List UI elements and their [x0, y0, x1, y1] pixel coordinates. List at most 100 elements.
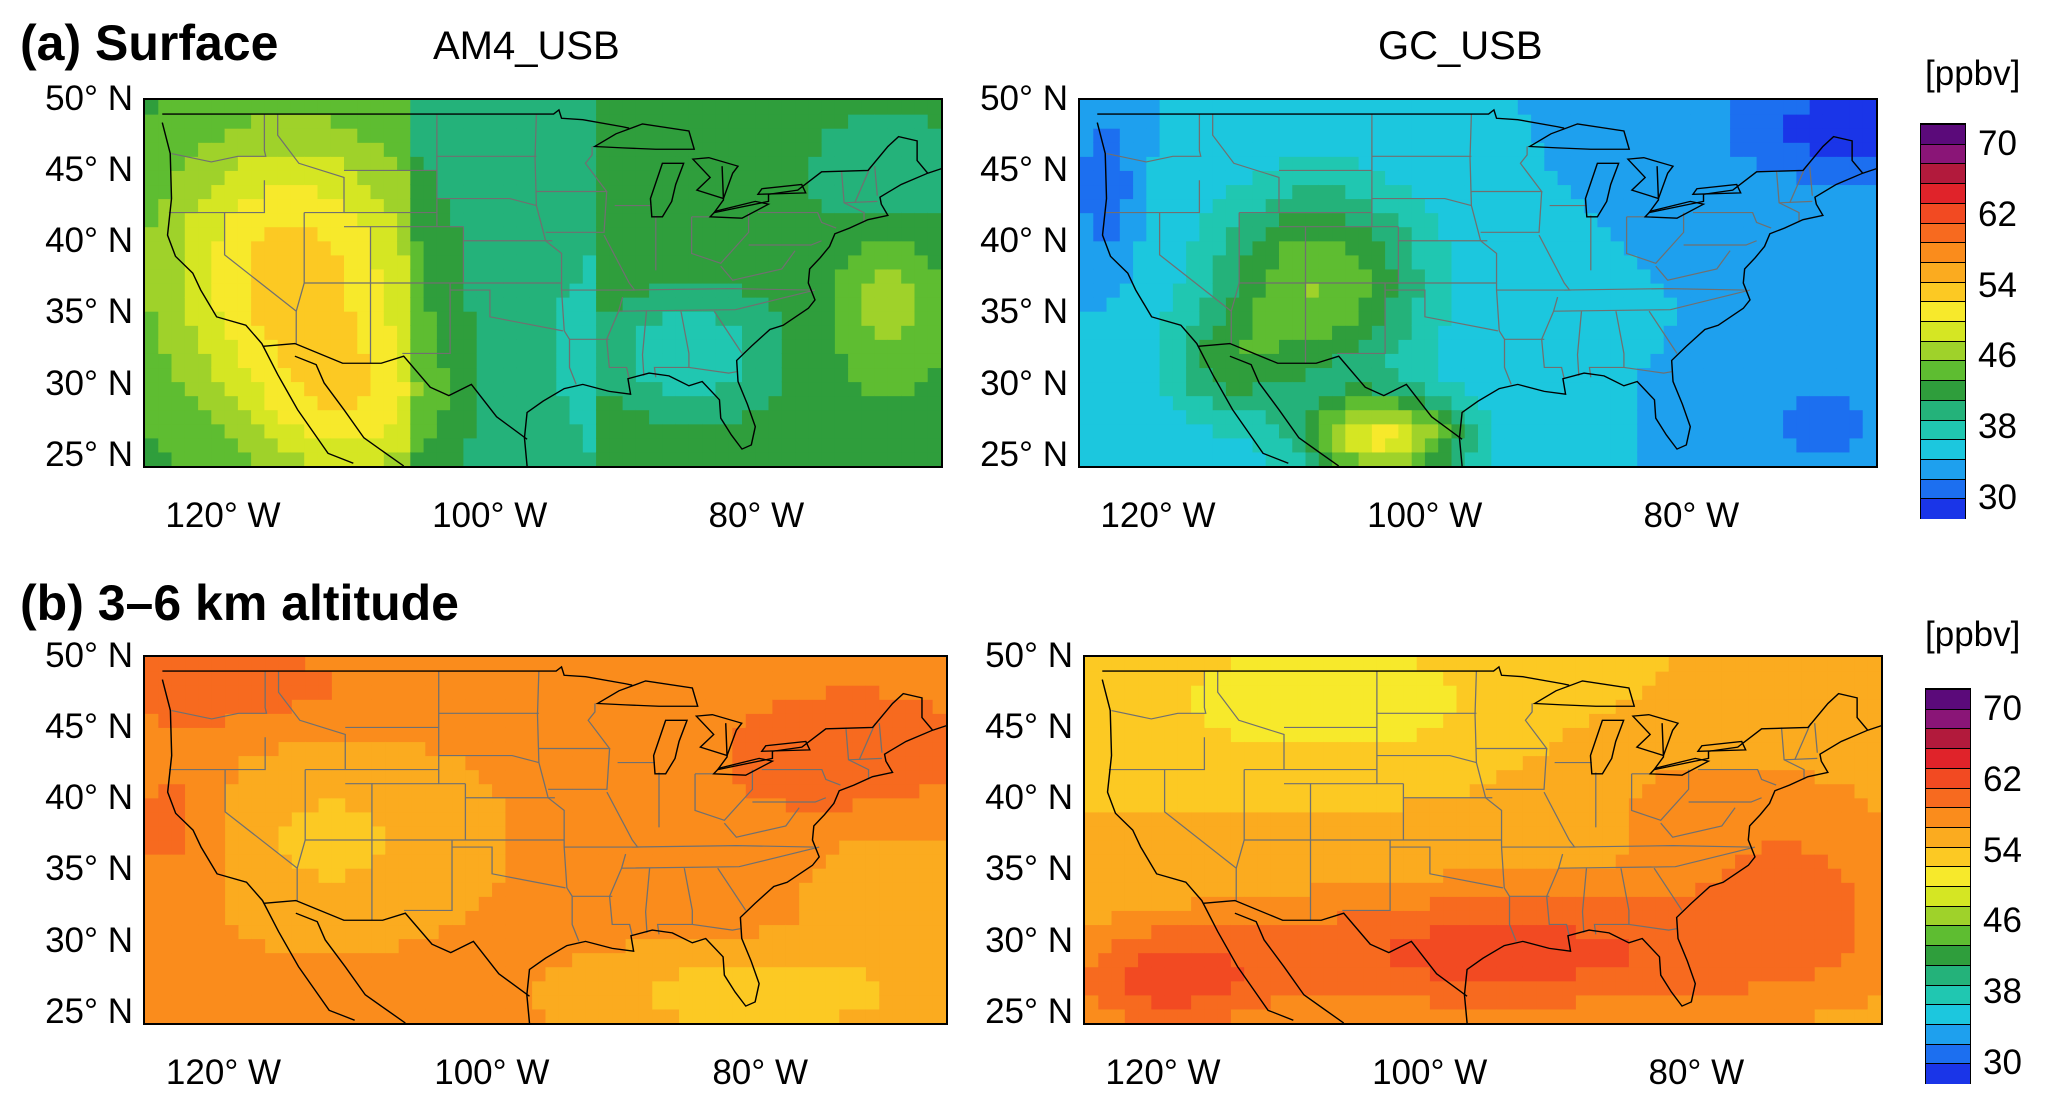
- state-boundary: [1469, 114, 1512, 385]
- state-boundary: [1385, 289, 1499, 332]
- field-cell: [1849, 212, 1864, 228]
- field-cell: [679, 980, 694, 996]
- field-cell: [290, 114, 305, 129]
- field-cell: [1106, 451, 1121, 466]
- field-cell: [1464, 367, 1479, 383]
- field-cell: [905, 657, 920, 672]
- field-cell: [503, 437, 518, 453]
- field-cell: [371, 713, 386, 728]
- field-cell: [238, 727, 253, 743]
- field-cell: [1279, 409, 1293, 425]
- field-cell: [622, 325, 637, 340]
- field-cell: [1610, 437, 1625, 453]
- field-cell: [357, 240, 372, 256]
- field-cell: [638, 966, 653, 982]
- field-cell: [1292, 170, 1307, 186]
- field-cell: [742, 114, 756, 129]
- field-cell: [1305, 381, 1320, 397]
- field-cell: [237, 395, 252, 411]
- field-cell: [158, 783, 173, 799]
- field-cell: [585, 924, 600, 940]
- field-cell: [1650, 100, 1665, 115]
- field-cell: [545, 994, 560, 1010]
- field-cell: [492, 797, 507, 813]
- field-cell: [901, 381, 916, 397]
- field-cell: [304, 451, 319, 466]
- field-cell: [1822, 297, 1837, 312]
- field-cell: [1186, 451, 1201, 466]
- field-cell: [251, 868, 266, 883]
- field-cell: [1677, 240, 1691, 256]
- field-cell: [861, 128, 876, 143]
- field-cell: [1730, 240, 1745, 256]
- field-cell: [556, 156, 571, 171]
- field-cell: [411, 741, 426, 757]
- field-cell: [1371, 142, 1386, 157]
- field-cell: [665, 811, 680, 827]
- state-boundary: [1480, 191, 1543, 233]
- field-cell: [198, 769, 213, 785]
- state-boundary: [761, 768, 841, 786]
- field-cell: [277, 451, 292, 466]
- field-cell: [688, 240, 703, 256]
- field-cell: [371, 783, 386, 799]
- field-cell: [901, 423, 916, 439]
- field-cell: [839, 713, 854, 728]
- field-cell: [1106, 423, 1121, 439]
- field-cell: [821, 423, 836, 439]
- field-cell: [1637, 353, 1652, 369]
- field-cell: [1438, 198, 1453, 214]
- field-cell: [1557, 268, 1572, 284]
- field-cell: [1265, 409, 1280, 425]
- field-cell: [679, 910, 694, 926]
- field-cell: [1111, 994, 1126, 1010]
- great-lake: [595, 680, 699, 707]
- field-cell: [198, 1008, 213, 1023]
- field-cell: [1124, 994, 1139, 1010]
- field-cell: [1265, 184, 1280, 200]
- field-cell: [705, 769, 720, 785]
- field-cell: [1225, 184, 1240, 200]
- field-cell: [569, 268, 584, 284]
- field-cell: [1637, 254, 1652, 270]
- field-cell: [785, 727, 800, 743]
- field-cell: [1650, 423, 1665, 439]
- field-cell: [277, 325, 292, 340]
- field-cell: [211, 910, 226, 926]
- field-cell: [1703, 142, 1718, 157]
- field-cell: [719, 685, 734, 700]
- field-cell: [1504, 325, 1519, 340]
- field-cell: [622, 311, 637, 326]
- field-cell: [425, 657, 440, 672]
- field-cell: [1151, 769, 1166, 785]
- field-cell: [609, 325, 624, 340]
- field-cell: [1106, 128, 1121, 143]
- field-cell: [901, 198, 916, 214]
- field-cell: [879, 840, 894, 855]
- field-cell: [879, 868, 894, 883]
- field-cell: [745, 924, 760, 940]
- field-cell: [345, 699, 360, 714]
- field-cell: [1584, 184, 1599, 200]
- field-cell: [919, 825, 934, 841]
- field-cell: [556, 254, 571, 270]
- field-cell: [1796, 198, 1811, 214]
- field-cell: [478, 811, 493, 827]
- field-cell: [1478, 170, 1492, 186]
- field-cell: [1292, 198, 1307, 214]
- field-cell: [1690, 437, 1705, 453]
- field-cell: [795, 254, 810, 270]
- field-cell: [1730, 437, 1745, 453]
- field-cell: [278, 896, 293, 911]
- field-cell: [545, 966, 560, 982]
- field-cell: [452, 854, 467, 869]
- field-cell: [185, 657, 200, 672]
- field-cell: [702, 198, 717, 214]
- field-cell: [649, 409, 664, 425]
- state-boundary: [224, 769, 298, 901]
- field-cell: [852, 657, 867, 672]
- great-lake: [694, 714, 743, 757]
- field-cell: [638, 811, 653, 827]
- field-cell: [452, 825, 467, 841]
- field-cell: [768, 198, 783, 214]
